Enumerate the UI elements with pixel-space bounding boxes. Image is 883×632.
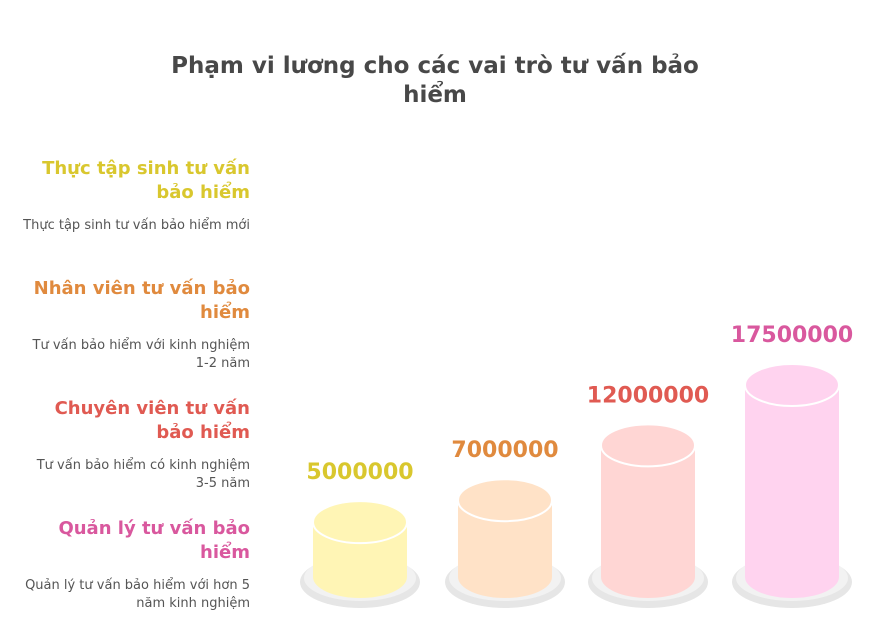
legend-heading: Quản lý tư vấn bảo hiểm: [58, 518, 250, 563]
legend-description: Quản lý tư vấn bảo hiểm với hơn 5 năm ki…: [25, 578, 250, 611]
bar: [458, 500, 552, 598]
bar-top: [744, 363, 840, 407]
legend-heading: Chuyên viên tư vấn bảo hiểm: [54, 398, 250, 443]
chart-title: Phạm vi lương cho các vai trò tư vấn bảo…: [171, 53, 699, 108]
data-label: 7000000: [451, 438, 558, 463]
data-label: 12000000: [587, 383, 709, 408]
legend-description: Tư vấn bảo hiểm với kinh nghiệm 1-2 năm: [32, 338, 250, 371]
legend-heading: Thực tập sinh tư vấn bảo hiểm: [42, 158, 250, 203]
data-label: 17500000: [731, 323, 853, 348]
legend-item-specialist: Chuyên viên tư vấn bảo hiểm Tư vấn bảo h…: [20, 397, 250, 493]
legend-description: Tư vấn bảo hiểm có kinh nghiệm 3-5 năm: [36, 458, 250, 491]
data-label: 5000000: [306, 460, 413, 485]
legend-item-manager: Quản lý tư vấn bảo hiểm Quản lý tư vấn b…: [20, 517, 250, 613]
legend-heading: Nhân viên tư vấn bảo hiểm: [33, 278, 250, 323]
legend-item-intern: Thực tập sinh tư vấn bảo hiểm Thực tập s…: [20, 157, 250, 235]
bar: [745, 385, 839, 598]
bar: [601, 445, 695, 598]
bar-top: [312, 500, 408, 545]
legend-description: Thực tập sinh tư vấn bảo hiểm mới: [23, 218, 250, 233]
legend-item-staff: Nhân viên tư vấn bảo hiểm Tư vấn bảo hiể…: [20, 277, 250, 373]
bar-top: [600, 423, 696, 468]
bar-top: [457, 478, 553, 523]
